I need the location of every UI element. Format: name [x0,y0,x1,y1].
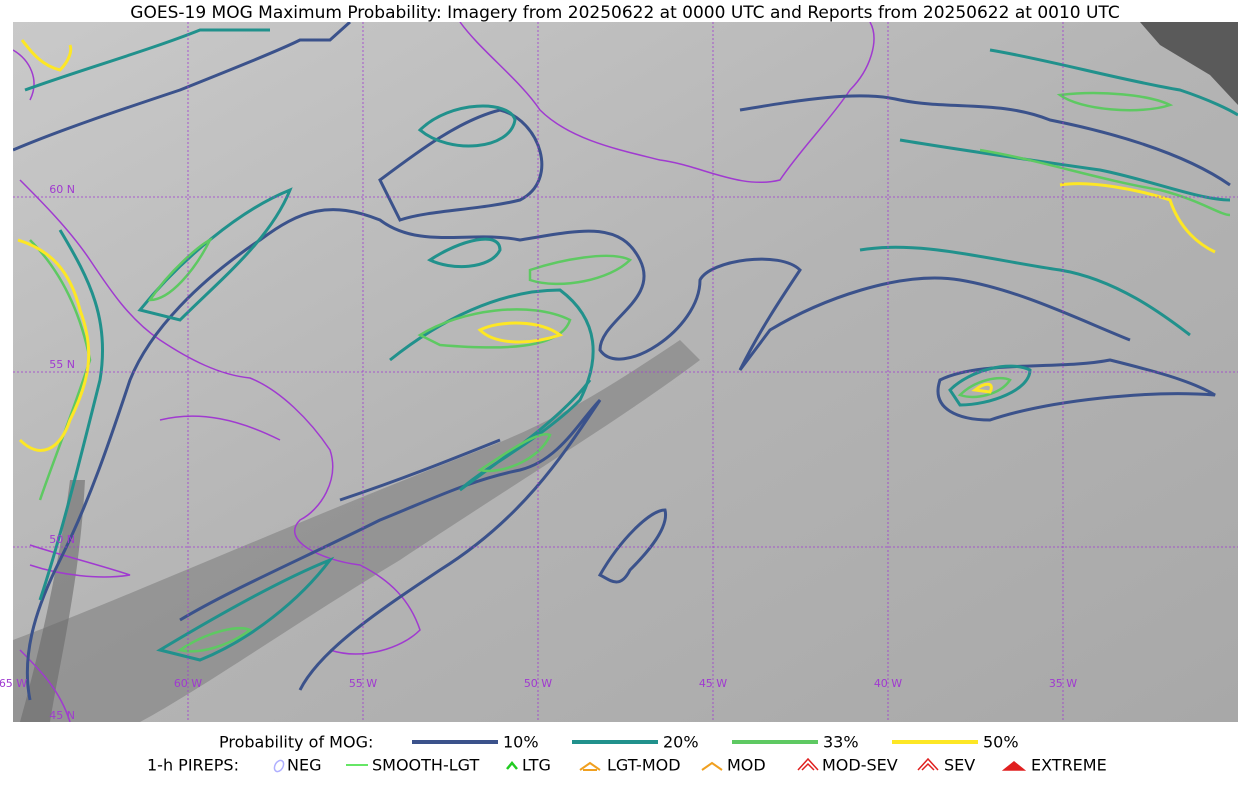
mog-legend-text: 10% [503,733,539,752]
lon-label: 50 W [524,677,552,690]
pirep-legend-text: SMOOTH-LGT [372,756,479,775]
lon-label: 55 W [349,677,377,690]
mog-legend-text: 50% [983,733,1019,752]
pirep-legend-text: MOD [727,756,766,775]
pirep-legend-label: 1-h PIREPS: [147,756,239,775]
graticule-labels: 60 N 55 N 50 N 45 N 65 W 60 W 55 W 50 W 45 W 40 W… [0,183,1077,722]
legend: Probability of MOG: 10% 20% 33% 50% 1-h PIREP… [147,733,1107,775]
pirep-legend-text: LTG [522,756,551,775]
lat-label: 45 N [49,709,75,722]
pirep-legend-text: NEG [287,756,321,775]
pirep-legend-text: LGT-MOD [607,756,681,775]
pirep-icons [273,757,1027,773]
lon-label: 40 W [874,677,902,690]
lon-label: 35 W [1049,677,1077,690]
lat-label: 55 N [49,358,75,371]
pirep-legend-text: EXTREME [1031,756,1107,775]
lat-label: 50 N [49,533,75,546]
title: GOES-19 MOG Maximum Probability: Imagery… [130,3,1119,23]
pirep-legend-text: MOD-SEV [822,756,898,775]
mog-legend-label: Probability of MOG: [219,733,373,752]
pirep-legend-text: SEV [944,756,975,775]
lat-label: 60 N [49,183,75,196]
map [13,22,1238,722]
lon-label: 45 W [699,677,727,690]
mog-legend-text: 33% [823,733,859,752]
lon-label: 65 W [0,677,27,690]
mog-legend-text: 20% [663,733,699,752]
lon-label: 60 W [174,677,202,690]
